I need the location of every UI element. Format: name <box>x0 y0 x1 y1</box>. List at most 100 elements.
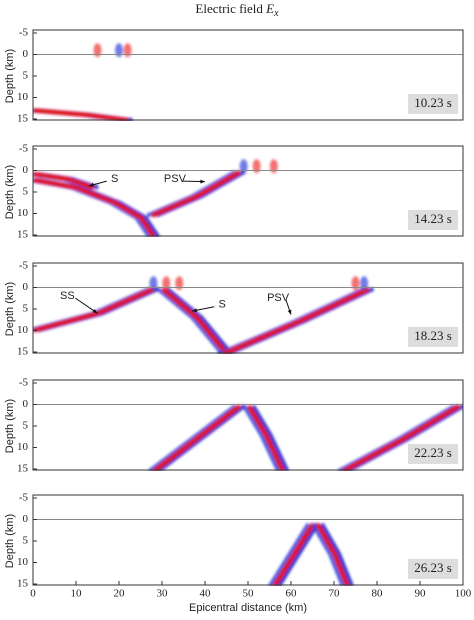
annotation: S <box>111 173 118 185</box>
x-tick-label: 60 <box>286 588 298 600</box>
annotation: PSV <box>267 292 290 304</box>
wave-red <box>272 522 315 586</box>
y-tick-label: 5 <box>23 186 29 198</box>
y-tick-label: 0 <box>23 164 29 176</box>
y-tick-label: 10 <box>17 441 29 453</box>
time-label: 10.23 s <box>414 95 452 110</box>
frame <box>32 262 464 354</box>
wave-red <box>150 169 242 218</box>
x-tick-label: 100 <box>455 588 472 600</box>
wave-red <box>33 177 156 237</box>
time-box <box>408 209 458 230</box>
x-tick-label: 30 <box>157 588 169 600</box>
time-box <box>408 443 458 464</box>
y-tick-label: -5 <box>19 377 29 389</box>
y-tick-label: 10 <box>17 324 29 336</box>
x-tick-label: 40 <box>200 588 212 600</box>
y-tick-label: -5 <box>19 27 29 39</box>
frame <box>32 379 464 471</box>
y-tick-label: 0 <box>23 48 29 60</box>
arrow-head <box>92 309 98 314</box>
figure-title: Electric field Ex <box>195 1 279 19</box>
surface-wave <box>93 43 102 58</box>
wavefield <box>33 159 278 237</box>
wave-red <box>246 404 285 471</box>
time-label: 22.23 s <box>414 445 452 460</box>
frame <box>32 145 464 237</box>
wave-blue <box>268 522 311 586</box>
y-tick-label: -5 <box>19 143 29 155</box>
y-axis-label: Depth (km) <box>4 399 16 453</box>
y-tick-label: 10 <box>17 207 29 219</box>
y-tick-label: 5 <box>23 420 29 432</box>
wave-blue <box>146 170 237 218</box>
wave-red <box>315 522 350 586</box>
wave-blue <box>320 522 354 586</box>
x-tick-label: 10 <box>71 588 83 600</box>
y-tick-label: 15 <box>17 578 29 590</box>
wave-blue <box>165 287 234 354</box>
y-tick-label: 5 <box>23 70 29 82</box>
x-tick-label: 70 <box>329 588 341 600</box>
wave-blue <box>311 522 345 586</box>
y-tick-label: 5 <box>23 535 29 547</box>
x-tick-label: 0 <box>30 588 36 600</box>
x-axis-label: Epicentral distance (km) <box>189 602 307 614</box>
time-box <box>408 93 458 114</box>
wavefield <box>268 522 354 586</box>
surface-wave <box>115 43 123 58</box>
wave-blue <box>277 522 320 586</box>
surface-wave <box>351 276 360 291</box>
wavefield <box>33 43 133 121</box>
y-tick-label: 15 <box>17 229 29 241</box>
wave-red <box>342 403 461 471</box>
arrow-head <box>200 179 205 184</box>
arrow-head <box>192 308 197 313</box>
wave-blue <box>242 404 281 471</box>
surface-wave <box>149 276 158 291</box>
wave-blue <box>251 404 290 471</box>
time-label: 18.23 s <box>414 328 452 343</box>
y-tick-label: 15 <box>17 346 29 358</box>
surface-wave <box>269 159 278 174</box>
frame <box>32 29 464 121</box>
surface-wave <box>123 43 132 58</box>
y-tick-label: 10 <box>17 91 29 103</box>
y-axis-label: Depth (km) <box>4 514 16 568</box>
arrow-head <box>287 309 292 315</box>
surface-wave <box>175 276 184 291</box>
y-tick-label: 0 <box>23 398 29 410</box>
annotation: PSV <box>164 173 187 185</box>
surface-wave <box>252 159 261 174</box>
time-box <box>408 558 458 579</box>
wave-red <box>33 171 95 190</box>
annotation: S <box>219 299 226 311</box>
x-tick-label: 50 <box>243 588 255 600</box>
wave-red <box>152 403 242 471</box>
wave-red <box>221 286 370 354</box>
wave-blue <box>157 404 246 471</box>
y-tick-label: 15 <box>17 463 29 475</box>
time-label: 14.23 s <box>414 211 452 226</box>
wavefield <box>33 276 375 354</box>
wave-red <box>33 286 155 333</box>
y-axis-label: Depth (km) <box>4 49 16 103</box>
annotation: SS <box>60 290 75 302</box>
surface-wave <box>360 276 369 291</box>
time-label: 26.23 s <box>414 560 452 575</box>
arrow-head <box>88 182 94 187</box>
wave-red <box>161 287 229 354</box>
y-tick-label: 5 <box>23 303 29 315</box>
x-tick-label: 90 <box>415 588 427 600</box>
wave-blue <box>148 404 237 471</box>
wavefield <box>148 403 463 471</box>
y-tick-label: 0 <box>23 513 29 525</box>
surface-wave <box>239 159 248 174</box>
y-tick-label: -5 <box>19 260 29 272</box>
